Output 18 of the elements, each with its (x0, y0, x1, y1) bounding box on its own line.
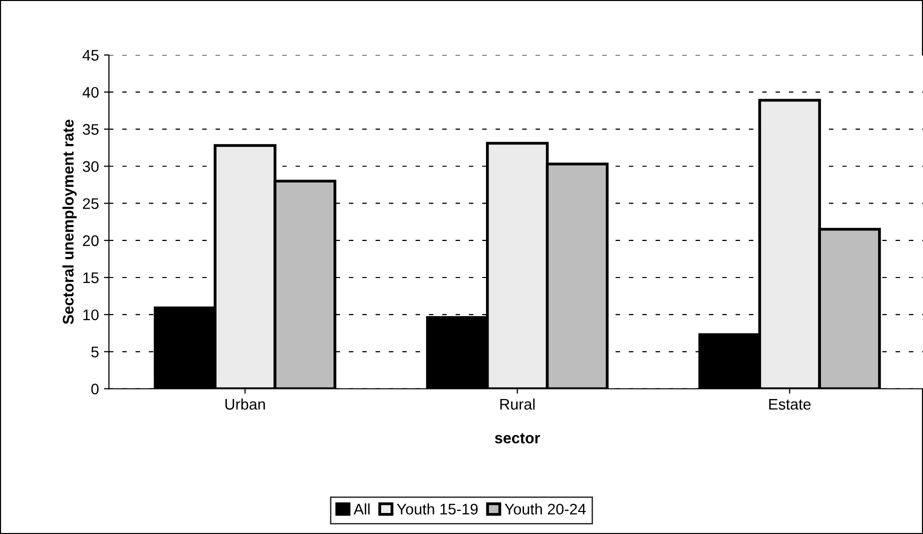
y-tick-label: 40 (82, 86, 99, 98)
x-tick-label: Rural (500, 398, 535, 410)
legend-label: Youth 15-19 (396, 503, 478, 515)
y-tick-label: 10 (83, 309, 99, 320)
y-tick-label: 0 (91, 384, 99, 394)
legend-label: Youth 20-24 (504, 503, 586, 515)
y-tick-label: 15 (83, 272, 99, 284)
y-tick-label: 45 (82, 50, 99, 61)
y-tick-label: 5 (91, 346, 99, 358)
legend-label: All (354, 503, 370, 514)
x-axis-title: sector (494, 433, 540, 444)
y-tick-label: 25 (82, 198, 99, 210)
y-tick-label: 35 (82, 124, 99, 135)
x-tick-label: Urban (225, 398, 265, 410)
y-axis-title: Sectoral unemployment rate (62, 120, 77, 324)
x-tick-label: Estate (769, 399, 811, 410)
y-tick-label: 20 (82, 235, 99, 246)
y-tick-label: 30 (82, 161, 99, 172)
